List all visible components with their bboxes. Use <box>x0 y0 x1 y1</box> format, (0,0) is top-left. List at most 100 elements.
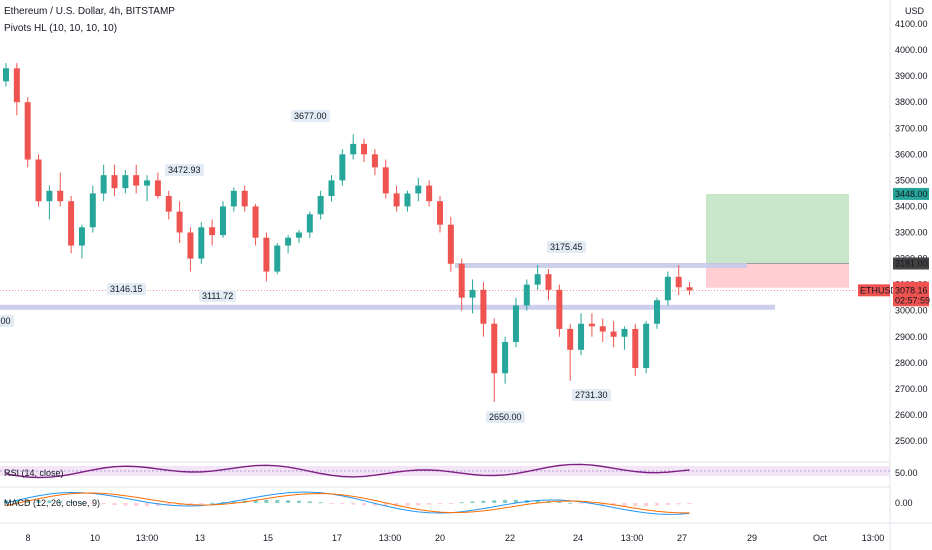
candle-body <box>78 227 85 246</box>
macd-histogram-bar <box>90 503 95 504</box>
candle-body <box>393 193 400 207</box>
price-tick: 2700.00 <box>895 384 928 394</box>
macd-histogram-bar <box>79 502 84 504</box>
candle-body <box>57 190 64 202</box>
macd-histogram-bar <box>221 501 225 503</box>
macd-histogram-bar <box>145 503 150 507</box>
price-tick: 4000.00 <box>895 45 928 55</box>
price-axis[interactable]: USD 4100.00 4000.00 3900.00 3800.00 3700.00 36… <box>858 6 930 508</box>
macd-histogram-bar <box>14 499 19 503</box>
macd-histogram-bar <box>231 501 236 503</box>
candle-body <box>523 284 530 306</box>
candle-body <box>209 227 216 236</box>
candle-body <box>306 214 313 233</box>
target-badge-bg <box>893 187 929 200</box>
support-band <box>0 304 775 310</box>
candle-body <box>154 180 161 197</box>
candle-body <box>339 154 346 181</box>
price-tick: 2800.00 <box>895 358 928 368</box>
candle-body <box>502 341 509 374</box>
macd-histogram-bar <box>600 503 605 506</box>
candle-body <box>686 287 693 291</box>
macd-histogram-bar <box>101 503 106 505</box>
date-tick: 13:00 <box>621 533 644 543</box>
date-tick: 8 <box>25 533 30 543</box>
target-zone <box>706 193 849 264</box>
currency-label: USD <box>905 6 925 16</box>
macd-histogram-bar <box>665 503 670 506</box>
candle-body <box>350 143 357 155</box>
macd-histogram-bar <box>416 503 421 506</box>
macd-histogram-bar <box>633 503 638 507</box>
macd-histogram-bar <box>296 500 301 503</box>
macd-histogram-bar <box>340 503 345 504</box>
macd-pane: MACD (12, 26, close, 9) <box>4 491 692 515</box>
price-tick: 3800.00 <box>895 97 928 107</box>
pivot-label: 3175.45 <box>547 241 586 253</box>
indicator-label[interactable]: Pivots HL (10, 10, 10, 10) <box>4 23 118 34</box>
candle-body <box>469 289 476 298</box>
macd-histogram-bar <box>329 503 334 504</box>
date-tick: 22 <box>505 533 515 543</box>
candle-body <box>144 180 151 186</box>
pivot-label: 3146.15 <box>107 283 146 295</box>
candle-body <box>133 175 140 186</box>
candle-body <box>610 331 617 337</box>
candle-body <box>491 323 498 374</box>
candle-body <box>252 206 259 238</box>
candle-body <box>165 196 172 212</box>
macd-histogram-bar <box>448 503 453 504</box>
candle-body <box>89 193 96 228</box>
date-tick: 13:00 <box>136 533 159 543</box>
candle-body <box>317 196 324 215</box>
date-tick: 10 <box>90 533 100 543</box>
candle-body <box>588 323 595 327</box>
candle-body <box>3 68 9 82</box>
date-tick: 13:00 <box>862 533 885 543</box>
pivot-label: 2731.30 <box>572 389 611 401</box>
resistance-band <box>455 262 747 268</box>
date-tick: 20 <box>435 533 445 543</box>
macd-histogram-bar <box>58 501 63 503</box>
macd-histogram-bar <box>405 503 410 506</box>
candle-body <box>426 185 433 202</box>
candle-body <box>100 175 107 194</box>
macd-histogram-bar <box>492 500 497 503</box>
candle-body <box>274 245 281 272</box>
macd-histogram-bar <box>459 502 464 504</box>
price-tick: 4100.00 <box>895 19 928 29</box>
macd-histogram-bar <box>112 503 117 506</box>
rsi-label: RSI (14, close) <box>4 468 64 478</box>
price-tick: 3400.00 <box>895 201 928 211</box>
candle-body <box>24 102 31 160</box>
countdown-badge: 02:57:59 <box>895 295 930 305</box>
date-tick: 27 <box>677 533 687 543</box>
macd-histogram-bar <box>286 500 291 503</box>
candle-body <box>480 289 487 324</box>
rsi-pane: RSI (14, close) <box>0 463 890 479</box>
candle-body <box>187 232 194 259</box>
macd-histogram-bar <box>535 500 540 503</box>
macd-histogram-bar <box>318 502 323 504</box>
macd-histogram-bar <box>372 503 377 506</box>
macd-histogram-bar <box>36 500 41 503</box>
price-tick: 3000.00 <box>895 306 928 316</box>
macd-histogram-bar <box>622 503 627 507</box>
macd-histogram-bar <box>307 501 312 503</box>
entry-badge-bg <box>893 257 929 270</box>
macd-histogram-bar <box>568 502 573 504</box>
pivot-label: 3677.00 <box>291 110 330 122</box>
candle-body <box>35 159 42 202</box>
candle-body <box>68 201 75 246</box>
macd-histogram-bar <box>166 503 171 506</box>
candle-body <box>512 305 519 342</box>
macd-histogram-bar <box>275 499 280 503</box>
date-axis[interactable]: 8 10 13:00 13 15 17 13:00 20 22 24 13:00 27 29 Oct 13:… <box>25 533 884 543</box>
candle-body <box>382 167 389 194</box>
candle-body <box>13 68 20 103</box>
candle-body <box>447 224 454 264</box>
macd-histogram-bar <box>503 499 508 503</box>
symbol-title[interactable]: Ethereum / U.S. Dollar, 4h, BITSTAMP <box>4 6 175 17</box>
pivot-label: 2650.00 <box>486 411 525 423</box>
